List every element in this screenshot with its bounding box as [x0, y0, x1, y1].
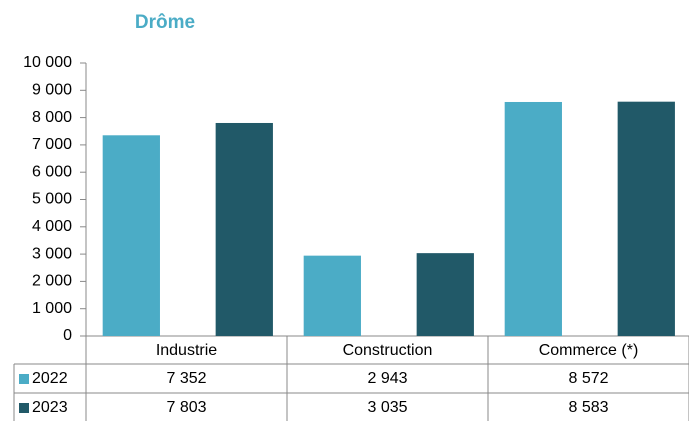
y-tick-label: 8 000 — [32, 109, 72, 126]
y-tick-label: 10 000 — [23, 54, 72, 71]
y-tick-label: 1 000 — [32, 300, 72, 317]
bar — [303, 255, 361, 336]
legend-label: 2023 — [32, 399, 68, 416]
y-tick-label: 3 000 — [32, 245, 72, 262]
y-tick-label: 5 000 — [32, 191, 72, 208]
bar — [102, 135, 160, 336]
table-value: 7 803 — [166, 399, 206, 416]
table-value: 7 352 — [166, 370, 206, 387]
legend-label: 2022 — [32, 370, 68, 387]
bar — [504, 101, 562, 336]
x-tick-label: Commerce (*) — [539, 342, 639, 359]
y-tick-label: 6 000 — [32, 163, 72, 180]
table-value: 8 583 — [568, 399, 608, 416]
table-value: 8 572 — [568, 370, 608, 387]
bar — [416, 253, 474, 336]
y-tick-label: 7 000 — [32, 136, 72, 153]
table-value: 2 943 — [367, 370, 407, 387]
bar — [215, 122, 273, 336]
chart-title: Drôme — [135, 12, 195, 33]
legend-swatch — [19, 374, 29, 384]
x-tick-label: Industrie — [156, 342, 217, 359]
y-tick-label: 9 000 — [32, 82, 72, 99]
y-tick-label: 0 — [63, 327, 72, 344]
bar — [617, 101, 675, 336]
y-tick-label: 4 000 — [32, 218, 72, 235]
y-tick-label: 2 000 — [32, 273, 72, 290]
x-tick-label: Construction — [343, 342, 433, 359]
legend-swatch — [19, 403, 29, 413]
table-value: 3 035 — [367, 399, 407, 416]
